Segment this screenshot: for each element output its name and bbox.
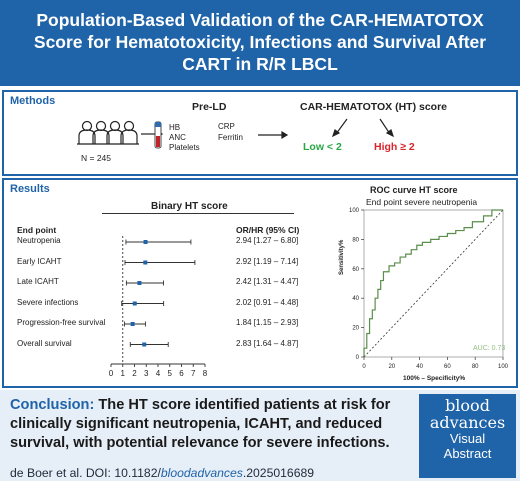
roc-x-tick-label: 20 [388, 364, 395, 370]
marker-ferritin: Ferritin [218, 133, 243, 142]
endpoint-header: End point [17, 225, 57, 235]
title-line-3: CART in R/R LBCL [182, 54, 338, 74]
results-panel: Results Binary HT score End point OR/HR … [2, 178, 518, 388]
roc-chart: 0 20 40 60 80 100 0 20 40 60 80 100 [349, 208, 509, 370]
conclusion-lead: Conclusion: [10, 397, 95, 413]
forest-tick-label: 6 [179, 369, 184, 378]
marker-crp: CRP [218, 122, 235, 131]
score-title: CAR-HEMATOTOX (HT) score [300, 101, 448, 113]
estimate-text: 2.94 [1.27 – 6.80] [236, 236, 299, 245]
journal-logo: blood advances Visual Abstract [419, 394, 516, 478]
page-title: Population-Based Validation of the CAR-H… [0, 0, 520, 75]
title-line-1: Population-Based Validation of the CAR-H… [36, 10, 484, 30]
estimate-text: 2.92 [1.19 – 7.14] [236, 256, 299, 266]
roc-y-tick-label: 0 [356, 355, 360, 361]
endpoint-label: Overall survival [17, 338, 72, 348]
pre-ld-markers: CRP Ferritin [218, 121, 243, 143]
estimate-point [143, 260, 148, 265]
conclusion-text: Conclusion: The HT score identified pati… [10, 396, 410, 453]
pre-ld-title: Pre-LD [192, 101, 227, 113]
methods-label: Methods [10, 95, 56, 107]
methods-panel: Methods N = 245 Pre-LD H [2, 90, 518, 176]
forest-tick-label: 4 [156, 369, 161, 378]
endpoint-label: Severe infections [17, 297, 79, 307]
estimate-point [137, 281, 142, 285]
low-score-label: Low < 2 [303, 141, 342, 153]
roc-ylabel: Sensitivity% [339, 239, 345, 275]
forest-title-rule [102, 213, 294, 214]
estimate-text: 2.83 [1.64 – 4.87] [236, 338, 299, 348]
citation-journal: bloodadvances [160, 466, 243, 480]
roc-xlabel: 100% – Specificity% [403, 375, 466, 382]
roc-frame [363, 209, 504, 358]
forest-title: Binary HT score [151, 201, 228, 212]
lab-anc: ANC [169, 133, 186, 142]
endpoint-label: Progression-free survival [17, 318, 106, 327]
forest-tick-label: 3 [144, 369, 149, 378]
title-line-2: Score for Hematotoxicity, Infections and… [33, 32, 487, 52]
endpoint-label: Neutropenia [17, 236, 61, 245]
roc-y-tick-label: 80 [352, 237, 359, 243]
roc-title: ROC curve HT score [370, 185, 458, 195]
cohort-size: N = 245 [81, 153, 112, 163]
endpoint-label: Late ICAHT [17, 277, 59, 286]
forest-tick-label: 5 [168, 369, 173, 378]
citation-suffix: .2025016689 [242, 466, 315, 480]
methods-diagram [77, 118, 395, 149]
roc-diagonal [363, 209, 504, 358]
roc-y-tick-label: 40 [352, 296, 359, 302]
lab-platelets: Platelets [169, 143, 200, 152]
roc-subtitle: End point severe neutropenia [366, 197, 478, 207]
lab-hb: HB [169, 123, 181, 132]
roc-auc: AUC: 0.73 [473, 345, 506, 352]
logo-line-3: Visual [449, 431, 486, 446]
high-score-label: High ≥ 2 [374, 141, 415, 153]
results-label: Results [10, 183, 50, 195]
conclusion-body: The HT score identified patients at risk… [10, 397, 391, 451]
roc-x-tick-label: 80 [472, 364, 479, 370]
forest-tick-label: 2 [132, 369, 137, 378]
logo-line-1: blood [445, 396, 490, 415]
roc-y-tick-label: 60 [352, 267, 359, 273]
citation-prefix: de Boer et al. DOI: 10.1182/ [10, 466, 161, 480]
forest-tick-label: 0 [109, 369, 114, 378]
forest-tick-label: 8 [203, 369, 208, 378]
estimate-text: 1.84 [1.15 – 2.93] [236, 318, 299, 327]
roc-x-tick-label: 40 [416, 364, 423, 370]
pre-ld-labs: HB ANC Platelets [169, 123, 200, 153]
arrow-icon [331, 118, 395, 138]
citation: de Boer et al. DOI: 10.1182/bloodadvance… [10, 466, 314, 480]
estimate-text: 2.02 [0.91 – 4.48] [236, 297, 299, 307]
roc-x-tick-label: 60 [444, 364, 451, 370]
estimate-point [130, 322, 135, 326]
estimate-text: 2.42 [1.31 – 4.47] [236, 277, 299, 286]
roc-x-tick-label: 0 [362, 364, 366, 370]
forest-tick-label: 1 [121, 369, 126, 378]
roc-y-tick-label: 100 [349, 208, 360, 214]
roc-curve [363, 209, 503, 357]
logo-line-2: advances [429, 413, 506, 432]
stat-header: OR/HR (95% CI) [236, 225, 300, 235]
roc-x-tick-label: 100 [498, 364, 509, 370]
estimate-point [132, 301, 137, 306]
estimate-point [142, 342, 147, 347]
people-icon [77, 120, 139, 145]
arrow-icon [258, 130, 289, 140]
logo-line-4: Abstract [443, 446, 492, 461]
forest-tick-label: 7 [191, 369, 196, 378]
endpoint-label: Early ICAHT [17, 256, 62, 266]
test-tube-icon [154, 121, 162, 149]
header-banner: Population-Based Validation of the CAR-H… [0, 0, 520, 86]
roc-y-tick-label: 20 [352, 326, 359, 332]
estimate-point [143, 240, 148, 244]
